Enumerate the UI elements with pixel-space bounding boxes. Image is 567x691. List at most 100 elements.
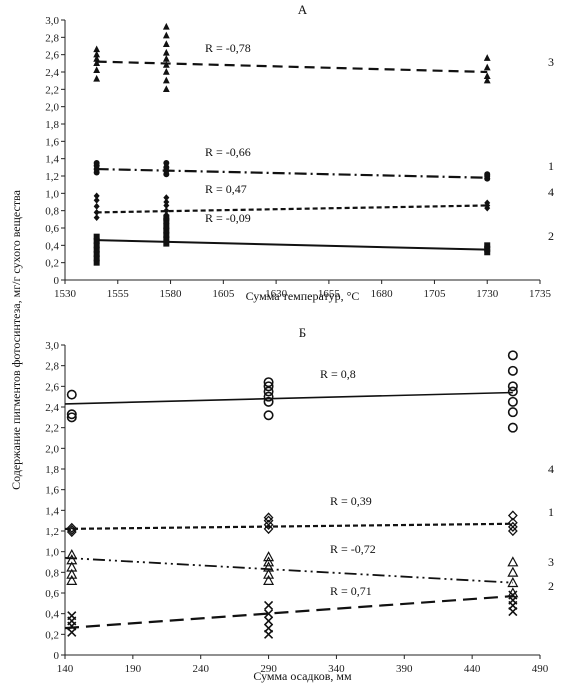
marker-triangle: [162, 55, 170, 62]
marker-circle-open: [263, 381, 274, 392]
marker-triangle: [162, 85, 170, 93]
y-tick-label: 2,4: [45, 402, 59, 414]
y-tick-label: 0,2: [45, 629, 59, 641]
series-3: R = 0,47 4: [93, 182, 554, 221]
y-tick-label: 2,8: [45, 361, 59, 373]
marker-circle-open: [66, 389, 77, 400]
chart-panel-a: 0 0,2 0,4 0,6 0,8 1,0 1,2 1,4 1,6 1,8 2,0 2,2 2,4 2,6…: [45, 2, 554, 303]
marker-diamond: [163, 194, 170, 202]
marker-triangle-open: [66, 561, 78, 572]
correlation-label: R = -0,72: [330, 542, 376, 556]
marker-diamond-open: [507, 521, 518, 533]
marker-triangle: [483, 63, 491, 71]
marker-square: [484, 242, 491, 249]
series-number-label: 4: [548, 185, 554, 199]
marker-square: [93, 242, 100, 249]
marker-circle-open: [507, 422, 518, 433]
y-tick-label: 2,0: [45, 102, 59, 114]
marker-circle-open: [507, 407, 518, 418]
y-tick-label: 0,2: [45, 258, 59, 270]
y-tick-label: 2,2: [45, 84, 59, 96]
marker-circle-open: [263, 377, 274, 388]
correlation-label: R = 0,71: [330, 584, 372, 598]
marker-circle-open: [263, 396, 274, 407]
trend-line: [96, 60, 488, 74]
marker-triangle: [162, 22, 170, 30]
series-number-label: 2: [548, 229, 554, 243]
y-tick-label: 1,4: [45, 505, 59, 517]
marker-diamond: [93, 192, 100, 200]
marker-triangle: [93, 50, 101, 58]
chart-title: А: [298, 2, 308, 17]
y-tick-label: 1,6: [45, 136, 59, 148]
y-tick-label: 1,8: [45, 464, 59, 476]
marker-square: [93, 238, 100, 244]
x-tick-label: 1730: [476, 288, 499, 300]
marker-square: [93, 251, 100, 257]
marker-diamond-open: [263, 512, 274, 523]
marker-square: [163, 214, 170, 221]
y-tick-label: 1,2: [45, 526, 59, 538]
marker-diamond: [93, 202, 100, 210]
y-tick-label: 2,6: [45, 50, 59, 62]
trend-line: [64, 595, 513, 630]
marker-circle-open: [263, 410, 274, 421]
trend-line: [96, 167, 488, 179]
x-tick-label: 1580: [160, 288, 183, 300]
series-3: R = -0,72 3: [64, 542, 554, 598]
marker-triangle: [162, 48, 170, 56]
correlation-label: R = -0,66: [205, 145, 251, 159]
marker-cross: [264, 623, 274, 633]
y-tick-label: 1,2: [45, 171, 59, 183]
marker-triangle: [162, 31, 170, 39]
x-tick-label: 1680: [371, 288, 394, 300]
y-tick-label: 1,0: [45, 188, 59, 200]
correlation-label: R = -0,09: [205, 211, 251, 225]
series-number-label: 4: [548, 462, 554, 476]
x-tick-label: 1630: [265, 288, 288, 300]
x-axis-label: Сумма осадков, мм: [253, 669, 352, 683]
marker-cross: [264, 600, 274, 610]
marker-triangle-open: [507, 556, 519, 567]
y-axis-label: Содержание пигментов фотосинтеза, мг/г с…: [9, 189, 23, 490]
marker-triangle: [483, 72, 491, 80]
correlation-label: R = 0,39: [330, 494, 372, 508]
marker-diamond-open: [263, 519, 274, 530]
y-tick-label: 0,6: [45, 588, 59, 600]
series-2: R = -0,66 1: [93, 145, 554, 182]
x-tick-label: 240: [192, 663, 209, 675]
y-tick-label: 2,6: [45, 381, 59, 393]
y-tick-label: 3,0: [45, 340, 59, 352]
x-tick-label: 1605: [212, 288, 235, 300]
marker-triangle-open: [263, 556, 275, 567]
marker-triangle: [483, 54, 491, 61]
series-4: R = -0,09 2: [93, 211, 554, 266]
marker-triangle: [162, 76, 170, 84]
chart-panel-b: 0 0,2 0,4 0,6 0,8 1,0 1,2 1,4 1,6 1,8 2,0 2,2 2,4 2,6…: [45, 325, 554, 683]
marker-triangle-open: [263, 561, 275, 572]
marker-triangle: [93, 66, 101, 73]
y-tick-label: 2,2: [45, 423, 59, 435]
marker-cross: [264, 616, 274, 626]
marker-diamond-open: [263, 523, 274, 535]
y-tick-label: 2,0: [45, 443, 59, 455]
marker-triangle-open: [66, 574, 78, 585]
marker-triangle-open: [263, 568, 275, 579]
marker-circle-open: [66, 409, 77, 420]
y-tick-label: 0,4: [45, 240, 59, 252]
x-tick-label: 490: [532, 663, 549, 675]
marker-triangle: [162, 40, 170, 47]
correlation-label: R = -0,78: [205, 41, 251, 55]
y-tick-label: 2,8: [45, 32, 59, 44]
x-tick-label: 140: [57, 663, 74, 675]
marker-triangle-open: [507, 576, 519, 588]
marker-diamond: [484, 199, 491, 207]
marker-triangle-open: [66, 549, 78, 560]
marker-triangle-open: [507, 566, 519, 577]
trend-line: [96, 239, 488, 251]
series-number-label: 1: [548, 159, 554, 173]
marker-square: [163, 218, 170, 225]
marker-triangle: [93, 55, 101, 62]
y-tick-label: 0: [54, 275, 60, 287]
